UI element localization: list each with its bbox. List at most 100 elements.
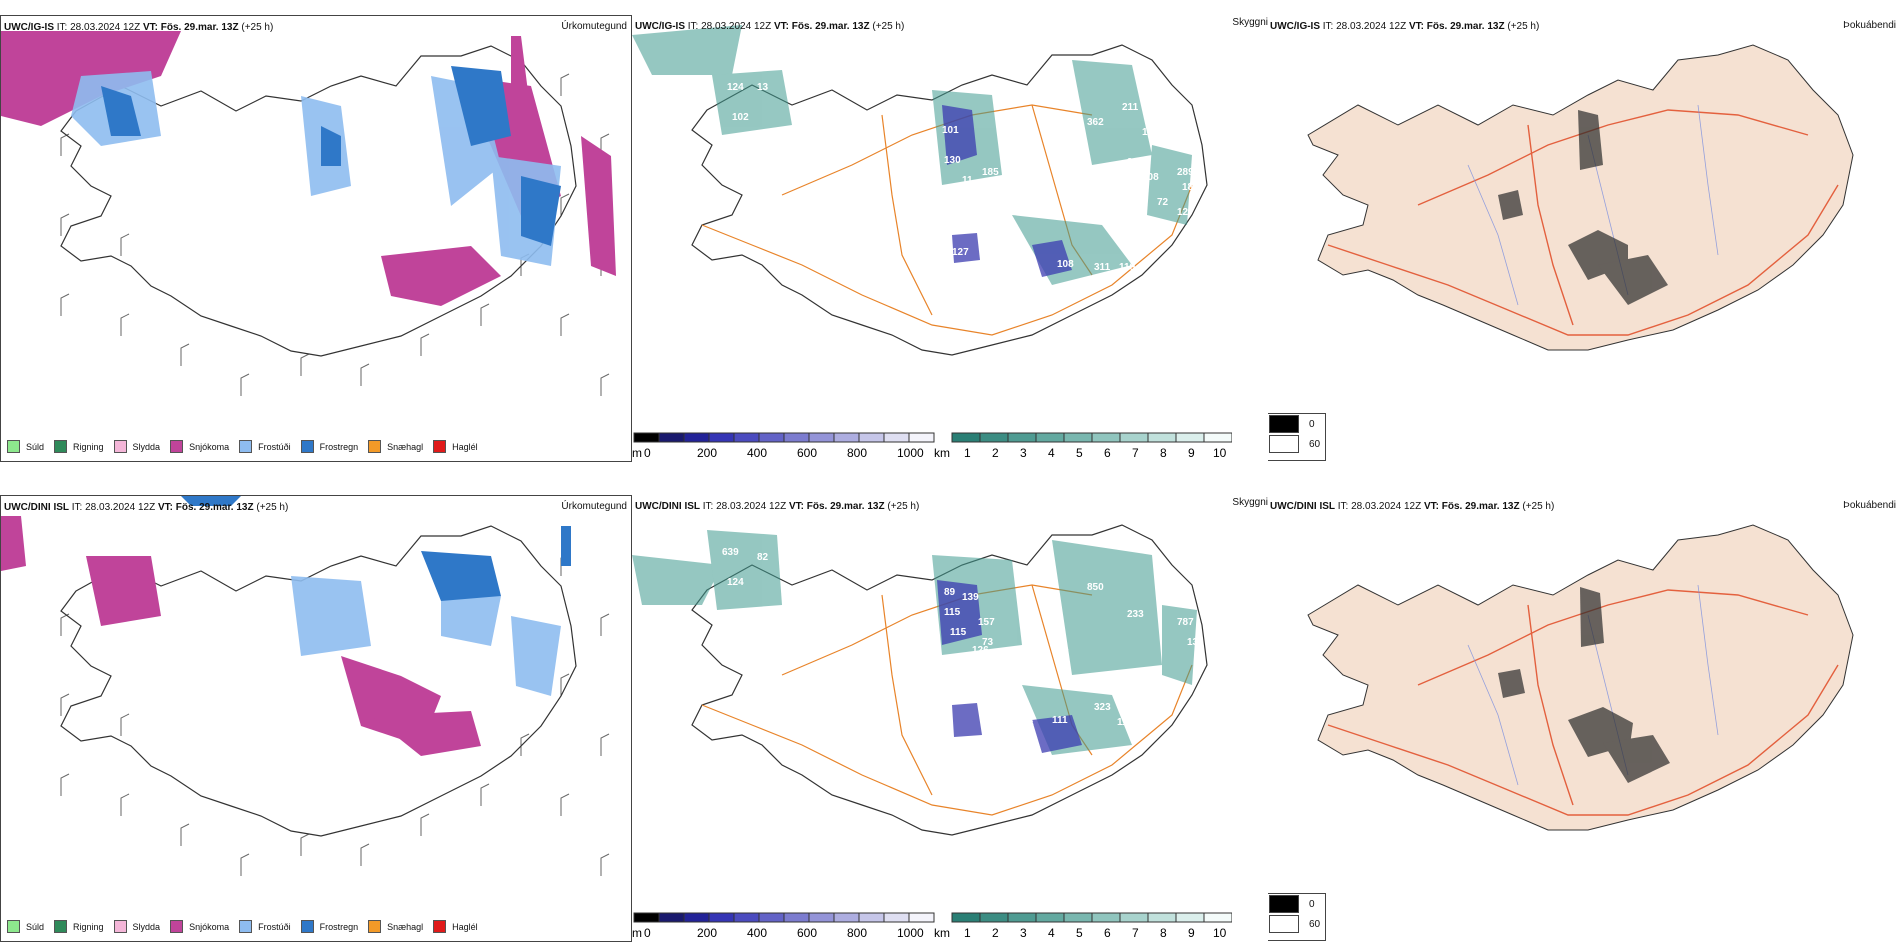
- visibility-title: Skyggni: [1232, 17, 1268, 28]
- legend-item-rain: Rigning: [54, 440, 104, 453]
- legend-item-freezing-rain: Frostregn: [300, 440, 358, 453]
- precip-legend: Súld Rigning Slydda Snjókoma Frostúði Fr…: [7, 920, 478, 933]
- fog-legend-item: 60: [1268, 434, 1325, 454]
- fog-legend-item: 60: [1268, 914, 1325, 934]
- cloud-label: 115: [944, 607, 961, 618]
- fog-legend-item: 0: [1268, 894, 1325, 914]
- visibility-tick: 6: [1104, 926, 1111, 940]
- visibility-tick: 5: [1076, 446, 1083, 460]
- ceiling-tick: 600: [797, 446, 817, 460]
- panel-title: UWC/DINI ISL IT: 28.03.2024 12Z VT: Fös.…: [4, 502, 289, 513]
- precip-map: [1, 496, 610, 876]
- fog-index-title: Þokuábendi: [1843, 20, 1896, 31]
- cloud-map: 124 13 102 71 101 130 11 185 362 211 166…: [632, 25, 1208, 356]
- visibility-tick: 5: [1076, 926, 1083, 940]
- visibility-areas: [632, 25, 1192, 285]
- precip-map: [1, 31, 616, 396]
- ceiling-tick: 400: [747, 926, 767, 940]
- fog-index-title: Þokuábendi: [1843, 500, 1896, 511]
- legend-item-freezing-rain: Frostregn: [300, 920, 358, 933]
- freezing-rain-areas: [181, 496, 571, 601]
- cloud-panel-1: 124 13 102 71 101 130 11 185 362 211 166…: [632, 15, 1272, 462]
- cloud-panel-2: 639 82 124 89 139 115 157 115 73 850 233…: [632, 495, 1272, 942]
- cloud-label: 124: [727, 577, 744, 588]
- fog-panel-1: UWC/IG-IS IT: 28.03.2024 12Z VT: Fös. 29…: [1268, 15, 1900, 462]
- cloud-label: 127: [1177, 207, 1194, 218]
- legend-item-hail: Haglél: [433, 440, 478, 453]
- fog-legend: 0 60: [1268, 413, 1326, 461]
- ceiling-unit: m: [632, 446, 642, 460]
- cloud-label: 111: [1052, 715, 1068, 726]
- cloud-label: 71: [757, 142, 769, 153]
- ceiling-visibility-colorbars: m 0 200 400 600 800 1000 km 1 2 3 4 5 6 …: [632, 432, 1232, 460]
- cloud-label: 11: [962, 175, 973, 186]
- freezing-drizzle-areas: [291, 576, 561, 696]
- visibility-tick: 10: [1213, 446, 1227, 460]
- visibility-tick: 4: [1048, 926, 1055, 940]
- legend-item-rain: Rigning: [54, 920, 104, 933]
- cloud-label: 362: [1087, 117, 1104, 128]
- cloud-label: 118: [954, 687, 971, 698]
- cloud-label: 115: [950, 627, 967, 638]
- fog-map: [1307, 524, 1854, 831]
- visibility-colorbar: [951, 912, 1232, 923]
- cloud-label: 119: [1119, 262, 1136, 273]
- visibility-unit: km: [934, 926, 950, 940]
- panel-title: UWC/IG-IS IT: 28.03.2024 12Z VT: Fös. 29…: [4, 22, 274, 33]
- legend-item-snow-pellets: Snæhagl: [368, 920, 423, 933]
- legend-item-freezing-drizzle: Frostúði: [239, 440, 291, 453]
- cloud-label: 183: [1182, 182, 1199, 193]
- fog-legend: 0 60: [1268, 893, 1326, 941]
- visibility-tick: 6: [1104, 446, 1111, 460]
- iceland-land: [1307, 524, 1854, 831]
- ceiling-tick: 0: [644, 926, 651, 940]
- visibility-colorbar: [951, 432, 1232, 443]
- iceland-outline: [60, 525, 577, 837]
- cloud-label: 139: [962, 592, 979, 603]
- visibility-tick: 7: [1132, 446, 1139, 460]
- legend-item-hail: Haglél: [433, 920, 478, 933]
- iceland-outline: [60, 45, 577, 357]
- cloud-label: 124: [727, 82, 744, 93]
- cloud-label: 323: [1094, 702, 1111, 713]
- iceland-outline: [691, 44, 1208, 356]
- ceiling-tick: 200: [697, 446, 717, 460]
- fog-legend-item: 0: [1268, 414, 1325, 434]
- ceiling-tick: 1000: [897, 926, 924, 940]
- roads: [1327, 109, 1839, 336]
- cloud-label: 211: [1122, 102, 1139, 113]
- visibility-title: Skyggni: [1232, 497, 1268, 508]
- cloud-label: 108: [1142, 172, 1159, 183]
- cloud-label: 850: [1087, 582, 1104, 593]
- snow-areas: [1, 516, 481, 756]
- wind-barbs: [60, 73, 610, 396]
- cloud-label: 185: [982, 167, 999, 178]
- visibility-tick: 9: [1188, 926, 1195, 940]
- cloud-label: 4: [1132, 227, 1138, 238]
- visibility-tick: 3: [1020, 446, 1027, 460]
- visibility-tick: 3: [1020, 926, 1027, 940]
- cloud-label: 127: [952, 247, 969, 258]
- cloud-label: 126: [1017, 719, 1034, 730]
- cloud-label: 73: [982, 637, 994, 648]
- cloud-label: 157: [978, 617, 995, 628]
- visibility-areas: [632, 530, 1197, 755]
- legend-item-sleet: Slydda: [113, 440, 160, 453]
- visibility-tick: 10: [1213, 926, 1227, 940]
- visibility-tick: 7: [1132, 926, 1139, 940]
- legend-item-snow-pellets: Snæhagl: [368, 440, 423, 453]
- visibility-tick: 9: [1188, 446, 1195, 460]
- ceiling-tick: 200: [697, 926, 717, 940]
- ceiling-tick: 800: [847, 446, 867, 460]
- panel-title: UWC/DINI ISL IT: 28.03.2024 12Z VT: Fös.…: [635, 501, 920, 512]
- visibility-tick: 8: [1160, 446, 1167, 460]
- precip-type-title: Úrkomutegund: [561, 501, 627, 512]
- freezing-rain-areas: [101, 66, 561, 246]
- visibility-tick: 1: [964, 926, 971, 940]
- cloud-label: 13: [757, 82, 769, 93]
- low-ceiling-areas: [937, 580, 1082, 753]
- ceiling-tick: 400: [747, 446, 767, 460]
- fog-index-areas: [1498, 587, 1670, 783]
- fog-index-areas: [1498, 110, 1668, 305]
- low-ceiling-areas: [942, 105, 1072, 277]
